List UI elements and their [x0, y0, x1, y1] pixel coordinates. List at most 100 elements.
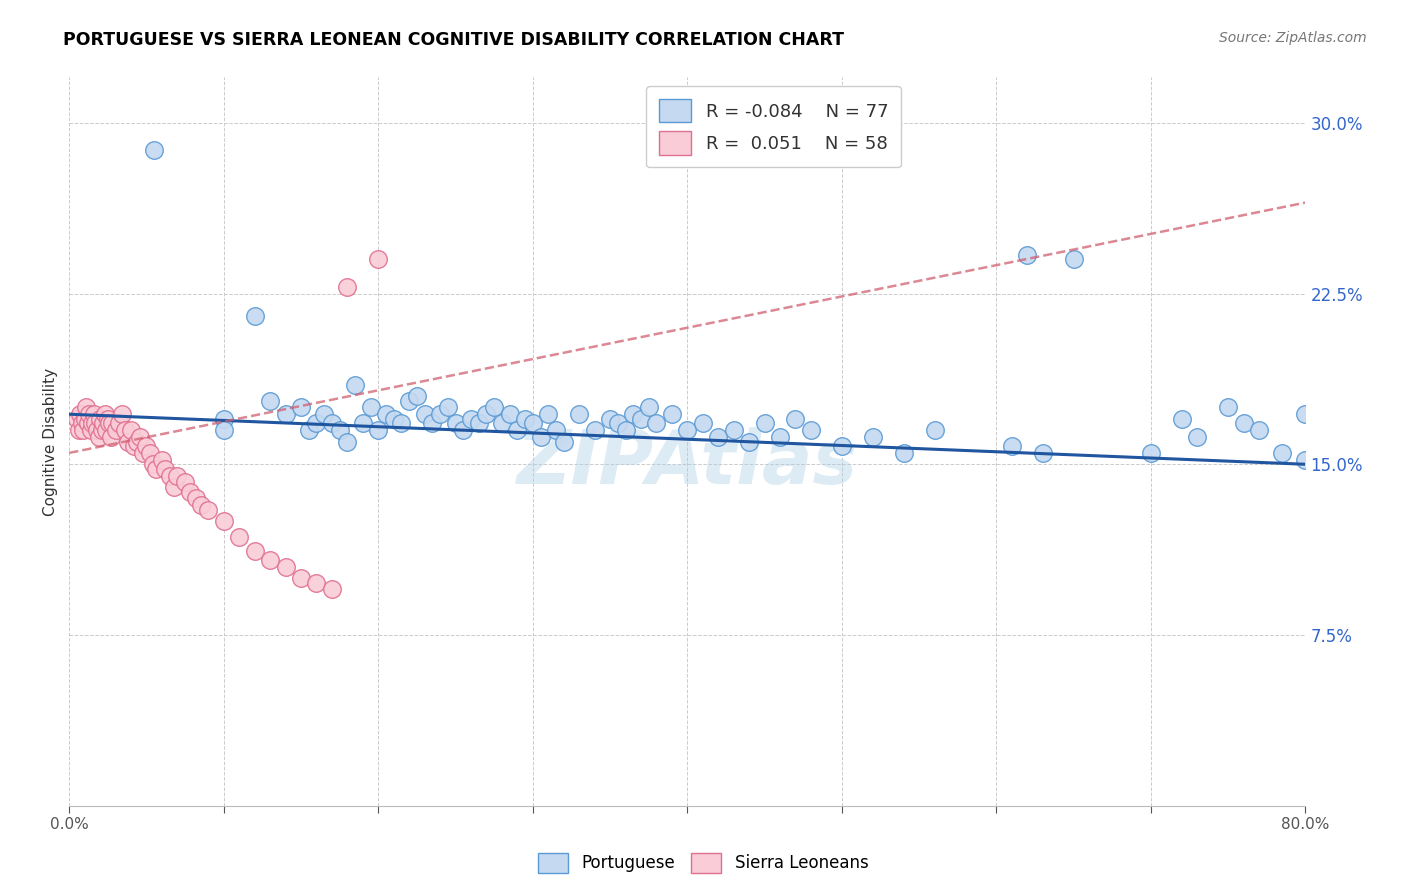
Point [96, 423, 118, 437]
Point [893, 446, 915, 460]
Point [406, 389, 429, 403]
Point [1187, 430, 1209, 444]
Point [104, 423, 127, 437]
Point [117, 434, 139, 449]
Point [1294, 452, 1316, 467]
Point [90, 423, 112, 437]
Point [97, 411, 120, 425]
Point [138, 446, 160, 460]
Point [429, 407, 451, 421]
Point [72, 423, 94, 437]
Point [132, 446, 155, 460]
Point [513, 411, 536, 425]
Point [145, 462, 167, 476]
Point [66, 411, 89, 425]
Point [336, 280, 359, 294]
Point [290, 571, 312, 585]
Point [1294, 407, 1316, 421]
Point [94, 407, 117, 421]
Point [174, 475, 197, 490]
Point [529, 430, 551, 444]
Point [120, 423, 142, 437]
Point [491, 417, 513, 431]
Point [290, 401, 312, 415]
Point [127, 434, 149, 449]
Point [179, 484, 201, 499]
Point [444, 417, 467, 431]
Point [800, 423, 823, 437]
Point [599, 411, 621, 425]
Point [305, 417, 328, 431]
Point [553, 434, 575, 449]
Point [1247, 423, 1270, 437]
Point [1032, 446, 1054, 460]
Point [583, 423, 606, 437]
Point [422, 417, 444, 431]
Point [321, 417, 343, 431]
Point [243, 543, 266, 558]
Point [259, 393, 281, 408]
Point [367, 252, 389, 267]
Text: PORTUGUESE VS SIERRA LEONEAN COGNITIVE DISABILITY CORRELATION CHART: PORTUGUESE VS SIERRA LEONEAN COGNITIVE D… [63, 31, 844, 49]
Point [413, 407, 436, 421]
Point [305, 575, 328, 590]
Point [769, 430, 792, 444]
Point [482, 401, 505, 415]
Point [352, 417, 374, 431]
Point [1001, 439, 1024, 453]
Legend: Portuguese, Sierra Leoneans: Portuguese, Sierra Leoneans [531, 847, 875, 880]
Point [70, 417, 93, 431]
Point [862, 430, 884, 444]
Text: ZIPAtlas: ZIPAtlas [517, 427, 858, 500]
Point [69, 407, 91, 421]
Point [212, 411, 235, 425]
Point [274, 407, 297, 421]
Point [475, 407, 498, 421]
Point [630, 411, 652, 425]
Point [451, 423, 474, 437]
Point [537, 407, 560, 421]
Point [129, 430, 152, 444]
Point [707, 430, 730, 444]
Point [924, 423, 946, 437]
Point [86, 423, 108, 437]
Point [344, 377, 367, 392]
Point [153, 462, 176, 476]
Point [436, 401, 458, 415]
Point [661, 407, 683, 421]
Point [298, 423, 321, 437]
Point [114, 423, 136, 437]
Point [190, 498, 212, 512]
Point [676, 423, 699, 437]
Point [197, 503, 219, 517]
Point [785, 411, 807, 425]
Point [100, 430, 122, 444]
Point [159, 468, 181, 483]
Point [360, 401, 382, 415]
Point [163, 480, 186, 494]
Point [212, 423, 235, 437]
Y-axis label: Cognitive Disability: Cognitive Disability [44, 368, 58, 516]
Point [738, 434, 761, 449]
Point [506, 423, 529, 437]
Point [621, 407, 644, 421]
Point [122, 439, 145, 453]
Point [398, 393, 420, 408]
Text: Source: ZipAtlas.com: Source: ZipAtlas.com [1219, 31, 1367, 45]
Point [75, 401, 97, 415]
Point [723, 423, 745, 437]
Point [321, 582, 343, 597]
Point [212, 514, 235, 528]
Point [460, 411, 482, 425]
Point [568, 407, 591, 421]
Point [184, 491, 207, 506]
Point [336, 434, 359, 449]
Point [80, 423, 103, 437]
Point [614, 423, 637, 437]
Point [111, 407, 134, 421]
Point [1232, 417, 1254, 431]
Point [67, 423, 90, 437]
Point [87, 430, 110, 444]
Point [107, 417, 129, 431]
Point [692, 417, 714, 431]
